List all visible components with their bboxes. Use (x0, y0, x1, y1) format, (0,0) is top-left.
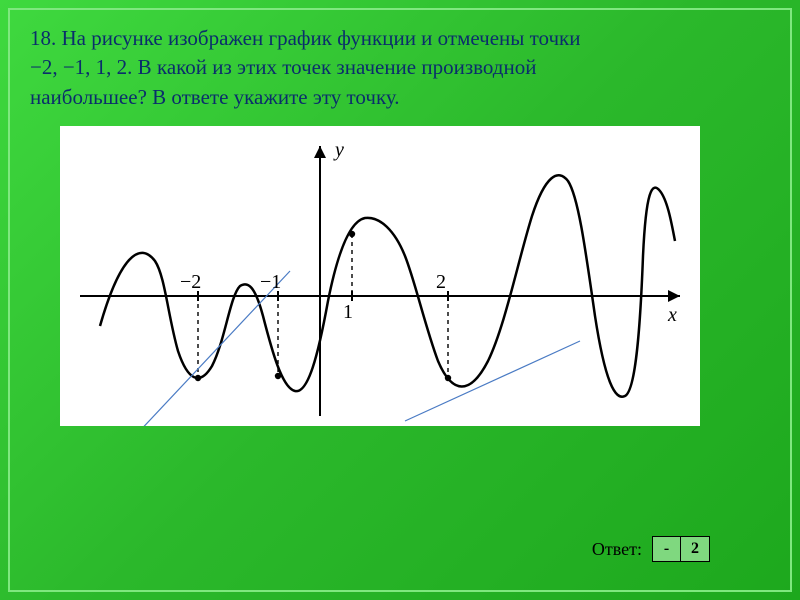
question-line-1: 18. На рисунке изображен график функции … (30, 26, 581, 50)
chart-container: y x (60, 126, 700, 426)
question-text: 18. На рисунке изображен график функции … (30, 24, 770, 112)
question-line-3: наибольшее? В ответе укажите эту точку. (30, 85, 400, 109)
answer-sign-box: - (653, 537, 681, 561)
label-2: 2 (436, 271, 446, 293)
answer-row: Ответ: - 2 (592, 536, 710, 562)
marked-points (195, 231, 451, 381)
tangent-at-neg2 (135, 271, 290, 426)
label-neg1: −1 (260, 271, 281, 293)
slide-frame: 18. На рисунке изображен график функции … (8, 8, 792, 592)
answer-boxes: - 2 (652, 536, 710, 562)
function-graph: y x (60, 126, 700, 426)
label-1: 1 (343, 301, 353, 323)
y-axis-label: y (333, 139, 344, 161)
tangent-lines (135, 271, 580, 426)
x-axis-arrow (668, 290, 680, 302)
answer-label: Ответ: (592, 539, 642, 560)
y-axis-arrow (314, 146, 326, 158)
answer-value-box: 2 (681, 537, 709, 561)
point-2 (445, 375, 451, 381)
label-neg2: −2 (180, 271, 201, 293)
dashed-markers (198, 234, 448, 378)
x-axis-label: x (667, 304, 677, 326)
point-1 (349, 231, 355, 237)
point-neg2 (195, 375, 201, 381)
question-line-2: −2, −1, 1, 2. В какой из этих точек знач… (30, 55, 536, 79)
point-neg1 (275, 373, 281, 379)
